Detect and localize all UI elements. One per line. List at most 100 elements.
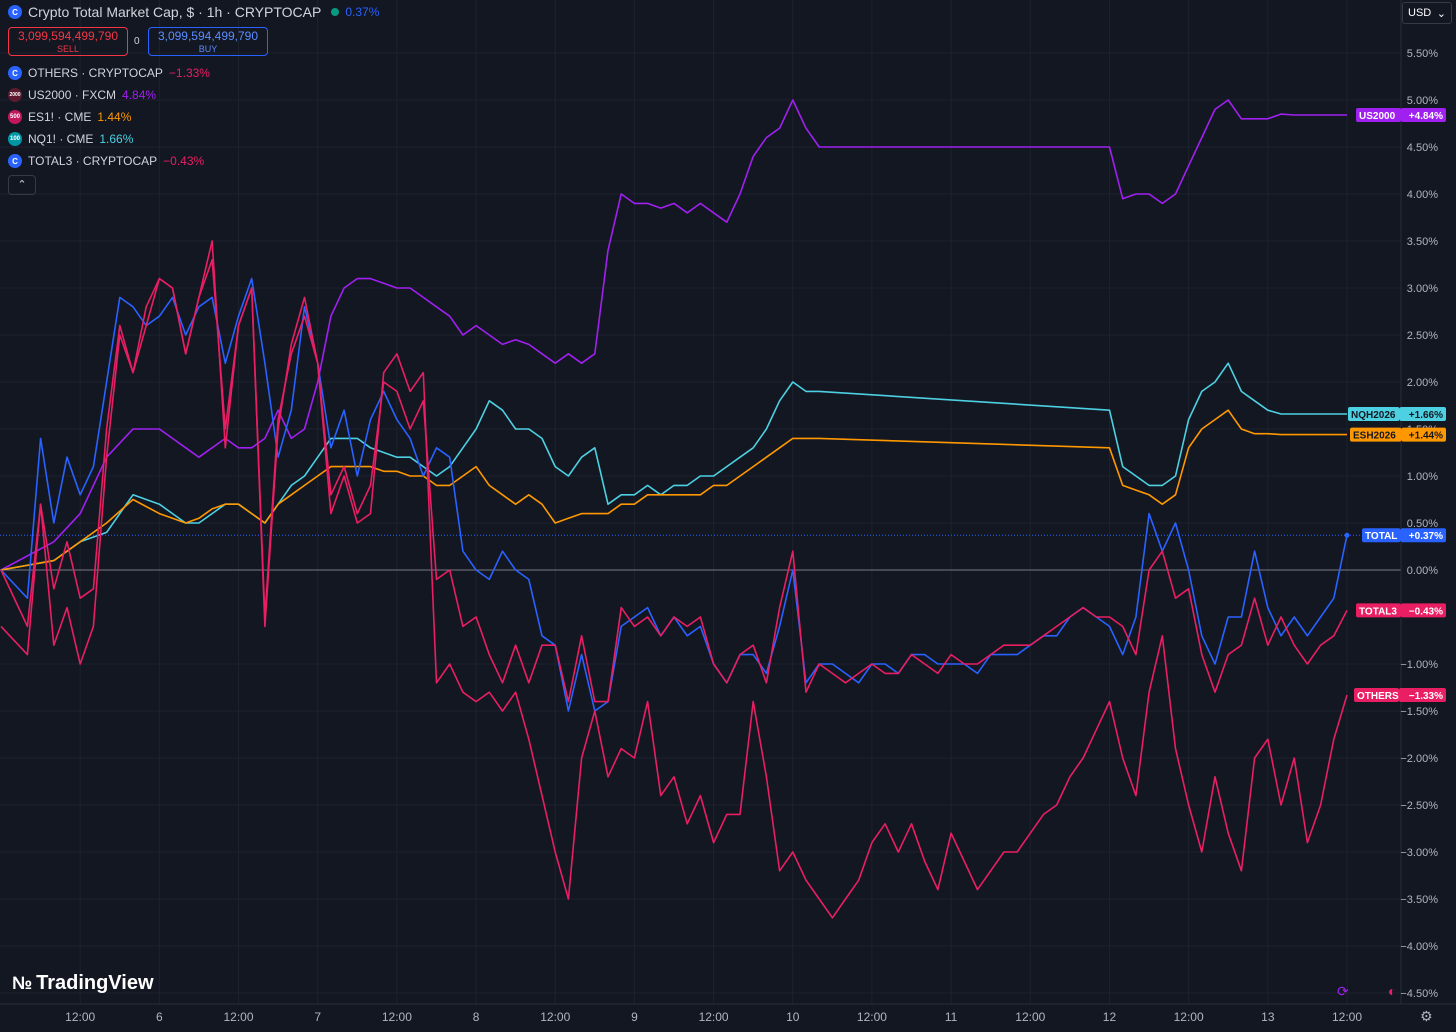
series-line-total[interactable] xyxy=(0,277,1348,712)
value-label-name-bg xyxy=(1350,427,1402,442)
value-label-nqh2026: NQH2026 +1.66% xyxy=(1348,406,1446,421)
nq1-symbol-icon: 100 xyxy=(8,132,22,146)
spread-value: 0 xyxy=(134,36,140,47)
settings-icon[interactable]: ⚙ xyxy=(1420,1008,1433,1024)
value-label-value-bg xyxy=(1399,688,1446,703)
value-label-value: +4.84% xyxy=(1409,111,1443,122)
series-line-esh2026[interactable] xyxy=(0,409,1347,571)
value-label-name-bg xyxy=(1354,688,1399,703)
x-tick-label: 12:00 xyxy=(540,1010,570,1024)
tradingview-mark-icon: № xyxy=(12,973,32,993)
legend-collapse-button[interactable]: ⌃ xyxy=(8,175,36,195)
series-value-labels: US2000 +4.84% NQH2026 +1.66% ESH2026 +1.44% TO… xyxy=(1348,108,1446,703)
x-tick-label: 10 xyxy=(786,1010,800,1024)
value-label-value-bg xyxy=(1401,427,1446,442)
lightning-icon[interactable]: ⟳ xyxy=(1337,983,1349,999)
series-line-total3[interactable] xyxy=(0,258,1348,703)
legend-symbol: TOTAL3 · CRYPTOCAP xyxy=(28,154,158,168)
legend-symbol: OTHERS · CRYPTOCAP xyxy=(28,66,163,80)
y-tick-label: −4.00% xyxy=(1400,941,1438,953)
y-tick-label: 0.50% xyxy=(1407,518,1438,530)
y-tick-label: −2.50% xyxy=(1400,800,1438,812)
crypto-symbol-icon: C xyxy=(8,5,22,19)
legend-symbol: US2000 · FXCM xyxy=(28,88,117,102)
value-label-name: NQH2026 xyxy=(1351,410,1396,421)
series-layer xyxy=(0,99,1350,919)
y-tick-label: −3.50% xyxy=(1400,894,1438,906)
y-tick-label: 4.50% xyxy=(1407,142,1438,154)
x-tick-label: 12:00 xyxy=(1332,1010,1362,1024)
currency-select[interactable]: USD ⌄ xyxy=(1402,2,1452,24)
value-label-value: +1.66% xyxy=(1409,410,1443,421)
price-scale-ticks: 5.50% 5.00% 4.50% 4.00% 3.50% 3.00% 2.50% 2.00%… xyxy=(1400,48,1438,1000)
legend-item-total3[interactable]: C TOTAL3 · CRYPTOCAP −0.43% xyxy=(8,154,204,168)
flag-icon[interactable]: ◐ xyxy=(1388,983,1397,999)
x-tick-label: 12:00 xyxy=(1174,1010,1204,1024)
series-line-others[interactable] xyxy=(0,240,1348,919)
x-tick-label: 12:00 xyxy=(65,1010,95,1024)
y-tick-label: 1.00% xyxy=(1407,471,1438,483)
y-tick-label: −3.00% xyxy=(1400,847,1438,859)
value-label-name-bg xyxy=(1362,528,1401,543)
legend-change: 1.44% xyxy=(97,110,132,124)
value-label-name-bg xyxy=(1356,108,1401,123)
value-label-value: −0.43% xyxy=(1409,606,1443,617)
time-scale-bg[interactable] xyxy=(0,1004,1456,1032)
value-label-name: TOTAL3 xyxy=(1359,606,1397,617)
legend-item-nq1[interactable]: 100 NQ1! · CME 1.66% xyxy=(8,132,133,146)
sell-price: 3,099,594,499,790 xyxy=(17,29,119,43)
x-tick-label: 12 xyxy=(1103,1010,1117,1024)
legend-item-es1[interactable]: 500 ES1! · CME 1.44% xyxy=(8,110,131,124)
legend-change: 4.84% xyxy=(122,88,157,102)
buy-button[interactable]: 3,099,594,499,790 BUY xyxy=(148,27,268,56)
legend-item-us2000[interactable]: 2000 US2000 · FXCM 4.84% xyxy=(8,88,156,102)
y-tick-label: 3.50% xyxy=(1407,236,1438,248)
sell-button[interactable]: 3,099,594,499,790 SELL xyxy=(8,27,128,56)
x-tick-label: 6 xyxy=(156,1010,163,1024)
legend-symbol: ES1! · CME xyxy=(28,110,92,124)
legend-change: −0.43% xyxy=(163,154,205,168)
value-label-name-bg xyxy=(1348,406,1400,421)
legend-change: 1.66% xyxy=(99,132,134,146)
chart-header: C Crypto Total Market Cap, $ · 1h · CRYP… xyxy=(8,4,379,20)
x-tick-label: 13 xyxy=(1261,1010,1275,1024)
chevron-up-icon: ⌃ xyxy=(17,179,27,191)
sell-label: SELL xyxy=(56,44,80,54)
value-label-name: OTHERS xyxy=(1357,691,1399,702)
series-line-us2000[interactable] xyxy=(0,99,1347,571)
series-last-point xyxy=(1344,532,1350,538)
chart-grid xyxy=(0,0,1401,1004)
value-label-others: OTHERS −1.33% xyxy=(1354,688,1446,703)
total3-symbol-icon: C xyxy=(8,154,22,168)
legend-item-others[interactable]: C OTHERS · CRYPTOCAP −1.33% xyxy=(8,66,210,80)
buy-label: BUY xyxy=(198,44,218,54)
es1-symbol-icon: 500 xyxy=(8,110,22,124)
legend-change: −1.33% xyxy=(168,66,210,80)
market-open-dot xyxy=(331,8,340,16)
branding-text: TradingView xyxy=(36,972,154,994)
chart-title[interactable]: Crypto Total Market Cap, $ · 1h · CRYPTO… xyxy=(28,4,322,20)
legend-symbol: NQ1! · CME xyxy=(28,132,94,146)
value-label-total3: TOTAL3 −0.43% xyxy=(1356,603,1446,618)
y-tick-label: −1.00% xyxy=(1400,659,1438,671)
value-label-name: US2000 xyxy=(1359,111,1396,122)
y-tick-label: −4.50% xyxy=(1400,988,1438,1000)
y-tick-label: 5.00% xyxy=(1407,95,1438,107)
y-tick-label: −1.50% xyxy=(1400,706,1438,718)
time-scale-ticks: 12:00 6 12:00 7 12:00 8 12:00 9 12:00 10 12:00 11 12… xyxy=(65,1010,1362,1024)
value-label-name: ESH2026 xyxy=(1353,431,1396,442)
tradingview-logo[interactable]: № TradingView xyxy=(12,972,154,995)
x-tick-label: 8 xyxy=(473,1010,480,1024)
value-label-name: TOTAL xyxy=(1365,531,1397,542)
value-label-us2000: US2000 +4.84% xyxy=(1356,108,1446,123)
price-scale-bg[interactable] xyxy=(1401,0,1456,1004)
value-label-value-bg xyxy=(1399,406,1446,421)
value-label-value: +0.37% xyxy=(1409,531,1443,542)
y-tick-label: 5.50% xyxy=(1407,48,1438,60)
value-label-value-bg xyxy=(1401,108,1446,123)
y-tick-label: 2.00% xyxy=(1407,377,1438,389)
main-change: 0.37% xyxy=(345,5,380,19)
x-tick-label: 12:00 xyxy=(1015,1010,1045,1024)
x-tick-label: 7 xyxy=(314,1010,321,1024)
